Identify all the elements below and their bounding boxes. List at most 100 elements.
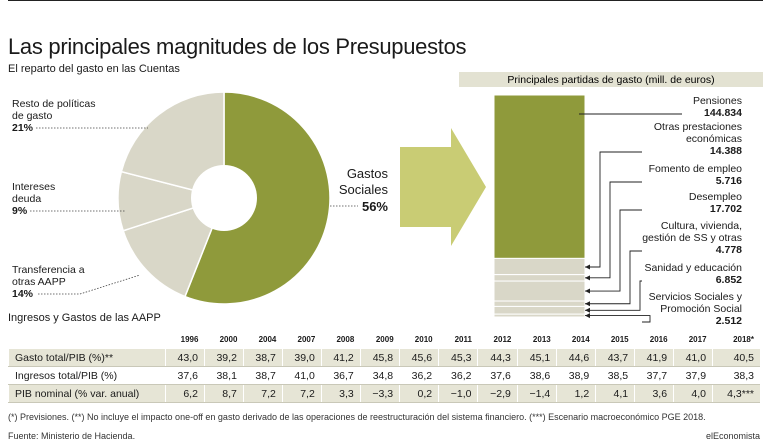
- bar-label-4-line2: gestión de SS y otras: [642, 232, 742, 244]
- table-cell: 38,7: [242, 366, 283, 385]
- table-col-header: 2018*: [733, 334, 754, 344]
- pie-hole: [191, 165, 257, 231]
- leader-arrowhead-5: [585, 307, 590, 313]
- pie-slice-resto: [120, 91, 225, 199]
- leader-3: [585, 209, 642, 292]
- bar-segment-0: [493, 94, 586, 259]
- table-title: Ingresos y Gastos de las AAPP: [8, 312, 161, 324]
- table-corner: [9, 331, 166, 349]
- table-cell: 39,2: [203, 349, 244, 367]
- arrow-shape: [400, 128, 486, 246]
- bar-label-4-line1: Cultura, vivienda,: [661, 220, 742, 232]
- bar-value-5: 6.852: [716, 274, 742, 286]
- table-cell: 44,6: [556, 349, 596, 367]
- leader-arrowhead-1: [585, 264, 590, 270]
- top-rule: [8, 0, 763, 1]
- label-resto-line2: de gasto: [12, 110, 52, 122]
- bar-segment-6: [493, 313, 586, 318]
- table-col-header: 2017: [688, 334, 707, 344]
- table-col-header: 2011: [454, 334, 472, 344]
- leader-4: [585, 250, 642, 305]
- label-intereses-line2: deuda: [12, 193, 41, 205]
- table-cell: 43,0: [165, 349, 205, 367]
- table-cell: 41,9: [634, 349, 674, 367]
- table-cell: −1,0: [438, 384, 478, 403]
- data-table: 1996 2000 2004 2007 2008 2009 2010 2011 2012 2013…: [8, 331, 760, 403]
- leader-1: [585, 151, 642, 268]
- table-cell: 34,8: [359, 366, 400, 385]
- table-cell: 6,2: [165, 384, 205, 403]
- footnote: (*) Previsiones. (**) No incluye el impa…: [8, 412, 706, 422]
- label-gastos-value: 56%: [362, 199, 388, 214]
- table-cell: 41,2: [320, 349, 361, 367]
- bar-label-2-line1: Fomento de empleo: [649, 163, 743, 175]
- table-cell: 36,2: [399, 366, 439, 385]
- pie-slice-gastos-sociales: [184, 91, 331, 305]
- table-cell: 38,5: [595, 366, 635, 385]
- table-cell: 38,9: [556, 366, 596, 385]
- bar-label-1-line1: Otras prestaciones: [654, 121, 742, 133]
- bar-value-1: 14.388: [710, 145, 742, 157]
- label-gastos-line2: Sociales: [339, 182, 389, 197]
- table-cell: 41,0: [673, 349, 713, 367]
- table-row: Gasto total/PIB (%)** 43,0 39,2 38,7 39,0 41,…: [8, 349, 760, 367]
- bar-label-5-line1: Sanidad y educación: [645, 262, 743, 274]
- table-col-header: 2009: [375, 334, 394, 344]
- page-title: Las principales magnitudes de los Presup…: [8, 34, 467, 59]
- table-body: Gasto total/PIB (%)** 43,0 39,2 38,7 39,0 41,…: [8, 349, 760, 403]
- table-cell: 43,7: [595, 349, 635, 367]
- leader-arrowhead-3: [585, 288, 590, 294]
- bar-label-6-line1: Servicios Sociales y: [649, 291, 743, 303]
- table-cell: 38,3: [712, 366, 760, 385]
- leader-transfer: [38, 274, 141, 295]
- bar-label-6-line2: Promoción Social: [660, 303, 742, 315]
- brand-label: elEconomista: [705, 431, 760, 441]
- table-col-header: 2000: [219, 334, 238, 344]
- table-cell: 0,2: [399, 384, 439, 403]
- table-cell: 41,0: [281, 366, 322, 385]
- bar-value-3: 17.702: [710, 203, 742, 215]
- label-gastos-line1: Gastos: [347, 166, 389, 181]
- table-header-row: 1996 2000 2004 2007 2008 2009 2010 2011 2012 2013…: [9, 331, 761, 349]
- pie-chart: [117, 91, 331, 305]
- label-transfer-value: 14%: [12, 288, 34, 300]
- table-col-header: 2007: [297, 334, 316, 344]
- table-col-header: 2004: [258, 334, 277, 344]
- bar-label-0-line1: Pensiones: [693, 95, 742, 107]
- table-cell: 8,7: [203, 384, 244, 403]
- table-cell: 45,6: [399, 349, 439, 367]
- leader-arrowhead-6: [585, 313, 590, 319]
- table-col-header: 2010: [414, 334, 433, 344]
- table-cell: 4,0: [673, 384, 713, 403]
- table-cell: 37,9: [673, 366, 713, 385]
- table-cell: 45,8: [359, 349, 400, 367]
- table-cell: 36,2: [438, 366, 478, 385]
- table-cell: 36,7: [320, 366, 361, 385]
- table-row-label: PIB nominal (% var. anual): [8, 384, 166, 403]
- table-cell: 7,2: [242, 384, 283, 403]
- bar-segment-1: [493, 257, 586, 276]
- table-cell: 4,3***: [712, 384, 760, 403]
- stacked-bar: [493, 94, 586, 318]
- label-transfer-line2: otras AAPP: [12, 276, 66, 288]
- table-cell: −1,4: [516, 384, 557, 403]
- table-cell: 44,3: [477, 349, 518, 367]
- leader-6: [585, 315, 651, 323]
- table-row: PIB nominal (% var. anual) 6,2 8,7 7,2 7,2 3,…: [8, 384, 760, 403]
- bar-segment-2: [493, 274, 586, 282]
- label-transfer-line1: Transferencia a: [12, 264, 85, 276]
- table-cell: 37,6: [477, 366, 518, 385]
- table-cell: 3,6: [634, 384, 674, 403]
- bar-value-4: 4.778: [716, 244, 742, 256]
- label-intereses-line1: Intereses: [12, 181, 55, 193]
- table-row-label: Gasto total/PIB (%)**: [8, 349, 166, 367]
- table-col-header: 2008: [336, 334, 355, 344]
- leader-5: [585, 280, 642, 311]
- table-cell: 37,7: [634, 366, 674, 385]
- table-row-label: Ingresos total/PIB (%): [8, 366, 166, 385]
- leader-2: [585, 181, 642, 279]
- table-col-header: 2012: [493, 334, 512, 344]
